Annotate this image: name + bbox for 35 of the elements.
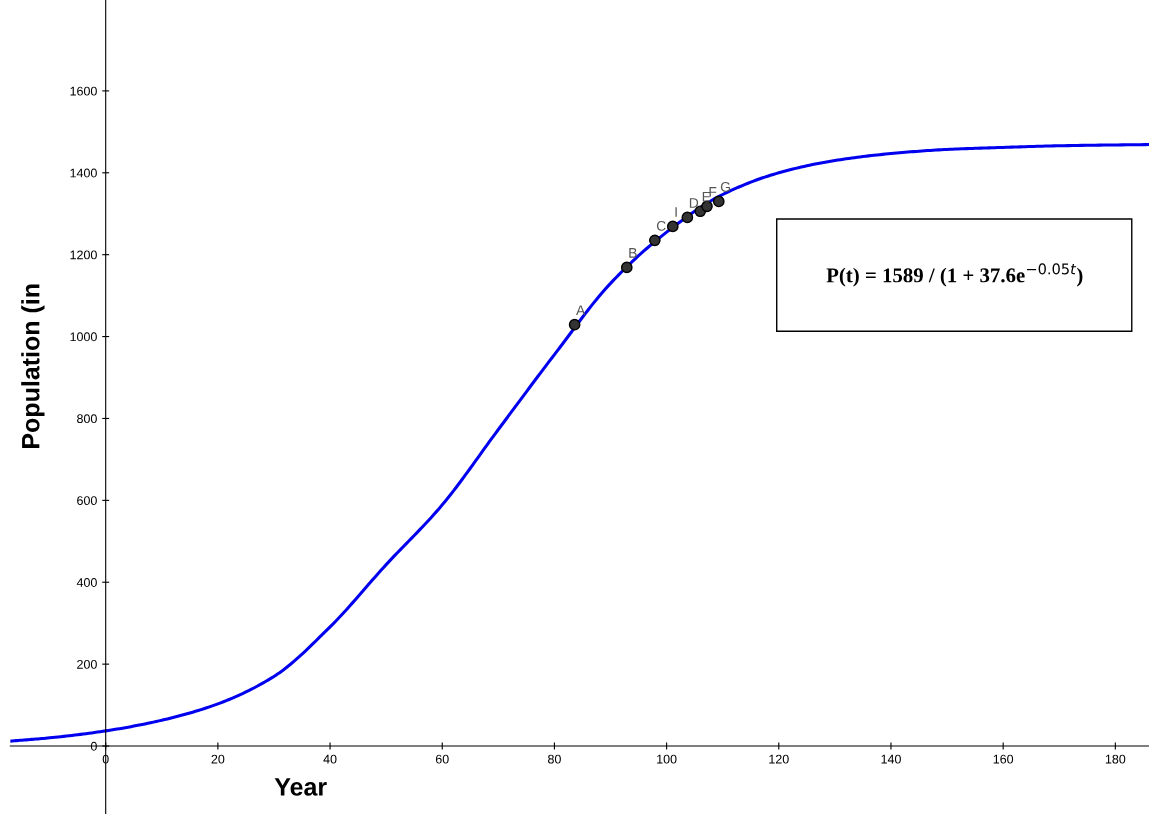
x-axis-title: Year <box>274 778 327 796</box>
annotation: C <box>656 220 666 231</box>
x-tick-label: 120 <box>769 754 789 764</box>
x-tick-label: 180 <box>1105 754 1126 764</box>
annotation: I <box>675 207 677 217</box>
point <box>712 195 725 208</box>
point <box>666 220 679 233</box>
y-axis-title: Population (in <box>21 284 45 448</box>
annotation: D <box>689 198 699 208</box>
y-tick-label: 400 <box>76 578 97 587</box>
y-tick-label: 1600 <box>70 86 97 96</box>
y-tick-label: 1200 <box>70 250 97 260</box>
annotation: A <box>576 305 586 315</box>
y-tick-label: 200 <box>77 659 97 669</box>
point <box>568 318 581 331</box>
x-tick-label: 140 <box>881 754 901 764</box>
y-tick-label: 600 <box>77 496 97 506</box>
x-tick-label: 60 <box>435 754 449 764</box>
annotation: B <box>629 248 637 258</box>
x-tick-label: 20 <box>211 754 225 764</box>
annotation: G <box>720 182 730 192</box>
point <box>681 211 694 224</box>
x-tick-label: 160 <box>993 754 1014 764</box>
annotation: E <box>702 192 711 202</box>
x-tick-label: 100 <box>657 754 677 764</box>
y-tick-label: 0 <box>90 741 97 751</box>
y-tick-label: 1400 <box>70 168 97 178</box>
y-tick-label: 1000 <box>70 332 97 342</box>
annotation: P(t) = 1589 / (1 + 37.6e$^{−0.05t}$) <box>826 263 1083 287</box>
annotation: F <box>709 187 717 197</box>
point <box>648 234 661 247</box>
point <box>620 261 633 274</box>
x-tick-label: 80 <box>548 754 561 764</box>
x-tick-label: 40 <box>323 754 337 764</box>
y-tick-label: 800 <box>77 414 97 424</box>
